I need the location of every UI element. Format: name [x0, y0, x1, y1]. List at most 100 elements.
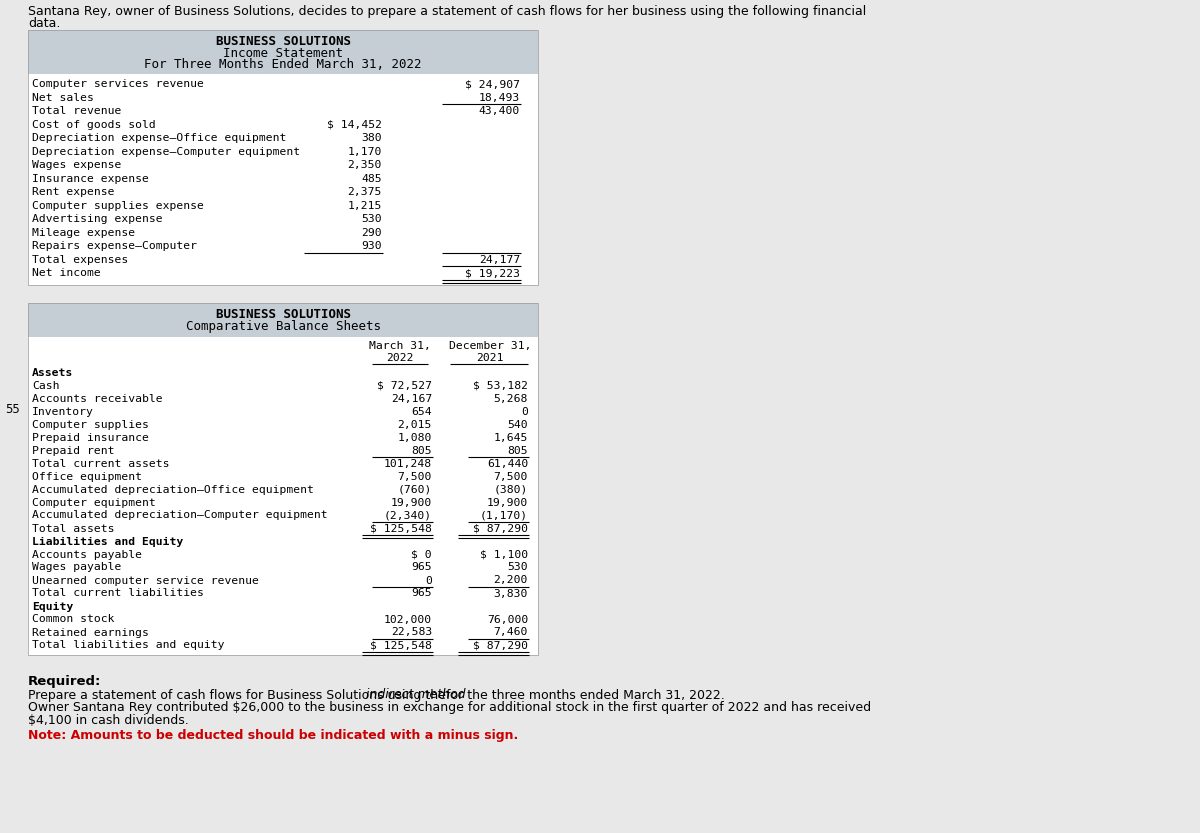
Text: Inventory: Inventory	[32, 407, 94, 416]
Text: 5,268: 5,268	[493, 393, 528, 403]
Text: 530: 530	[361, 214, 382, 224]
Text: Depreciation expense–Office equipment: Depreciation expense–Office equipment	[32, 133, 287, 143]
Text: Unearned computer service revenue: Unearned computer service revenue	[32, 576, 259, 586]
Text: Mileage expense: Mileage expense	[32, 227, 136, 237]
Text: Insurance expense: Insurance expense	[32, 173, 149, 183]
Text: 0: 0	[521, 407, 528, 416]
Text: $4,100 in cash dividends.: $4,100 in cash dividends.	[28, 715, 188, 727]
Text: $ 125,548: $ 125,548	[370, 641, 432, 651]
Text: Equity: Equity	[32, 601, 73, 611]
Bar	[28, 74, 538, 285]
Text: Cost of goods sold: Cost of goods sold	[32, 119, 156, 129]
Text: For Three Months Ended March 31, 2022: For Three Months Ended March 31, 2022	[144, 58, 421, 71]
Text: Wages expense: Wages expense	[32, 160, 121, 170]
Text: Assets: Assets	[32, 367, 73, 377]
Text: $ 1,100: $ 1,100	[480, 550, 528, 560]
Text: Santana Rey, owner of Business Solutions, decides to prepare a statement of cash: Santana Rey, owner of Business Solutions…	[28, 5, 866, 18]
Text: Office equipment: Office equipment	[32, 471, 142, 481]
Text: Required:: Required:	[28, 675, 101, 687]
Text: 530: 530	[508, 562, 528, 572]
Text: Repairs expense–Computer: Repairs expense–Computer	[32, 241, 197, 251]
Text: Total expenses: Total expenses	[32, 255, 128, 265]
Text: Cash: Cash	[32, 381, 60, 391]
Text: Depreciation expense–Computer equipment: Depreciation expense–Computer equipment	[32, 147, 300, 157]
Text: 24,167: 24,167	[391, 393, 432, 403]
Text: 19,900: 19,900	[391, 497, 432, 507]
Text: for the three months ended March 31, 2022.: for the three months ended March 31, 202…	[442, 689, 725, 701]
Text: $ 87,290: $ 87,290	[473, 523, 528, 533]
Text: 805: 805	[508, 446, 528, 456]
Text: BUSINESS SOLUTIONS: BUSINESS SOLUTIONS	[216, 307, 350, 321]
Text: Liabilities and Equity: Liabilities and Equity	[32, 536, 184, 546]
Text: Computer services revenue: Computer services revenue	[32, 79, 204, 89]
Text: $ 19,223: $ 19,223	[466, 268, 520, 278]
Text: 101,248: 101,248	[384, 458, 432, 468]
Text: Net income: Net income	[32, 268, 101, 278]
Text: 380: 380	[361, 133, 382, 143]
Text: Prepaid rent: Prepaid rent	[32, 446, 114, 456]
Bar	[28, 302, 538, 655]
Text: 43,400: 43,400	[479, 106, 520, 116]
Text: 965: 965	[412, 588, 432, 598]
Text: 1,080: 1,080	[397, 432, 432, 442]
Text: 76,000: 76,000	[487, 615, 528, 625]
Text: $ 0: $ 0	[412, 550, 432, 560]
Text: Total current liabilities: Total current liabilities	[32, 588, 204, 598]
Text: BUSINESS SOLUTIONS: BUSINESS SOLUTIONS	[216, 35, 350, 48]
Text: 0: 0	[425, 576, 432, 586]
Text: Wages payable: Wages payable	[32, 562, 121, 572]
Text: 55: 55	[5, 403, 19, 416]
Text: Advertising expense: Advertising expense	[32, 214, 163, 224]
Text: 61,440: 61,440	[487, 458, 528, 468]
Text: Total revenue: Total revenue	[32, 106, 121, 116]
Text: Common stock: Common stock	[32, 615, 114, 625]
Text: Accumulated depreciation–Office equipment: Accumulated depreciation–Office equipmen…	[32, 485, 314, 495]
Text: indirect method: indirect method	[366, 689, 466, 701]
Text: Retained earnings: Retained earnings	[32, 627, 149, 637]
Text: 7,500: 7,500	[493, 471, 528, 481]
Text: 1,645: 1,645	[493, 432, 528, 442]
Text: 3,830: 3,830	[493, 588, 528, 598]
Text: 2021: 2021	[476, 352, 504, 362]
Text: Accounts payable: Accounts payable	[32, 550, 142, 560]
Text: 485: 485	[361, 173, 382, 183]
Text: $ 53,182: $ 53,182	[473, 381, 528, 391]
Text: Rent expense: Rent expense	[32, 187, 114, 197]
Text: $ 14,452: $ 14,452	[326, 119, 382, 129]
Text: 7,460: 7,460	[493, 627, 528, 637]
Text: 19,900: 19,900	[487, 497, 528, 507]
Text: Total liabilities and equity: Total liabilities and equity	[32, 641, 224, 651]
Text: Income Statement: Income Statement	[223, 47, 343, 59]
Text: 18,493: 18,493	[479, 92, 520, 102]
Text: 654: 654	[412, 407, 432, 416]
Text: data.: data.	[28, 17, 60, 30]
Bar	[28, 30, 538, 74]
Text: Total current assets: Total current assets	[32, 458, 169, 468]
Text: (2,340): (2,340)	[384, 511, 432, 521]
Text: (760): (760)	[397, 485, 432, 495]
Text: Computer equipment: Computer equipment	[32, 497, 156, 507]
Text: 2,200: 2,200	[493, 576, 528, 586]
Text: Total assets: Total assets	[32, 523, 114, 533]
Text: 2,375: 2,375	[348, 187, 382, 197]
Text: 2,015: 2,015	[397, 420, 432, 430]
Text: 1,215: 1,215	[348, 201, 382, 211]
Bar	[28, 30, 538, 285]
Text: 22,583: 22,583	[391, 627, 432, 637]
Text: Owner Santana Rey contributed $26,000 to the business in exchange for additional: Owner Santana Rey contributed $26,000 to…	[28, 701, 871, 715]
Text: $ 72,527: $ 72,527	[377, 381, 432, 391]
Text: $ 125,548: $ 125,548	[370, 523, 432, 533]
Bar	[28, 302, 538, 337]
Text: 965: 965	[412, 562, 432, 572]
Text: Accounts receivable: Accounts receivable	[32, 393, 163, 403]
Text: 2022: 2022	[386, 352, 414, 362]
Text: 24,177: 24,177	[479, 255, 520, 265]
Text: 930: 930	[361, 241, 382, 251]
Text: Computer supplies: Computer supplies	[32, 420, 149, 430]
Text: 290: 290	[361, 227, 382, 237]
Text: Note: Amounts to be deducted should be indicated with a minus sign.: Note: Amounts to be deducted should be i…	[28, 729, 518, 741]
Text: Prepare a statement of cash flows for Business Solutions using the: Prepare a statement of cash flows for Bu…	[28, 689, 450, 701]
Text: Comparative Balance Sheets: Comparative Balance Sheets	[186, 320, 380, 332]
Text: (1,170): (1,170)	[480, 511, 528, 521]
Text: Accumulated depreciation–Computer equipment: Accumulated depreciation–Computer equipm…	[32, 511, 328, 521]
